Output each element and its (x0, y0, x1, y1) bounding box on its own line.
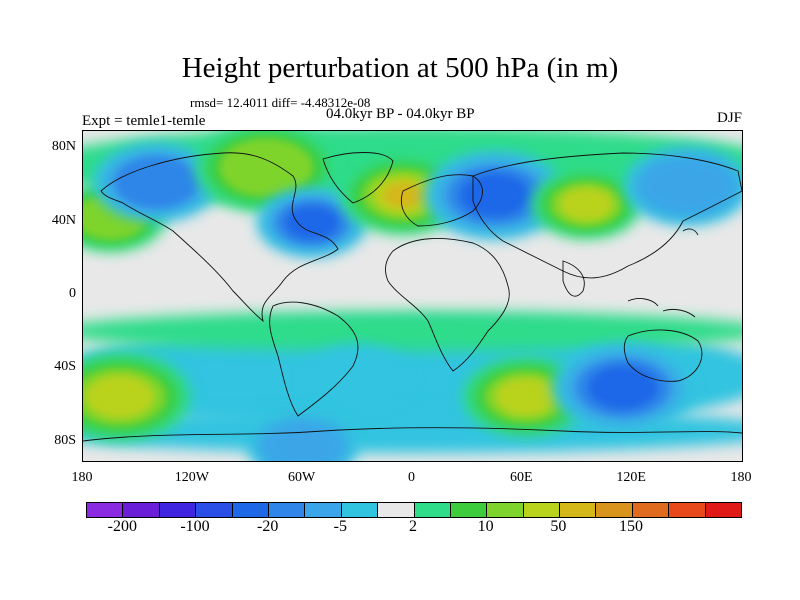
colorbar-segment (632, 503, 670, 517)
colorbar-segment (450, 503, 488, 517)
colorbar-label: -20 (256, 518, 279, 535)
height-field (83, 131, 742, 461)
lat-tick-label: 80S (54, 432, 76, 448)
colorbar-segment (523, 503, 561, 517)
colorbar (86, 502, 742, 518)
southern-indian-positive-level-3 (495, 377, 557, 416)
north-atlantic-negative-level-3 (284, 205, 339, 240)
colorbar-segment (87, 503, 124, 517)
north-america-negative-level-2 (114, 156, 198, 209)
colorbar-segment (705, 503, 742, 517)
europe-positive-level-4 (383, 182, 424, 208)
lat-tick-label: 40N (51, 212, 76, 228)
coast-asia (472, 152, 742, 279)
greenland-canada-positive-level-2 (219, 138, 313, 197)
coastlines (83, 152, 742, 442)
lon-tick-label: 120E (616, 470, 646, 485)
colorbar-label: 10 (477, 518, 494, 535)
coast-india (562, 260, 585, 297)
colorbar-label: 150 (619, 518, 643, 535)
chart-title: Height perturbation at 500 hPa (in m) (181, 52, 619, 84)
lon-tick-label: 60E (510, 470, 533, 485)
coast-africa (385, 238, 510, 372)
colorbar-segment (378, 503, 415, 517)
lat-tick-label: 0 (69, 286, 76, 301)
colorbar-label: 50 (550, 518, 567, 535)
lon-tick-label: 0 (408, 470, 415, 485)
coast-greenland (322, 152, 394, 204)
colorbar-label: 2 (409, 518, 417, 535)
coast-islands (627, 228, 699, 318)
lon-tick-label: 60W (288, 470, 316, 485)
coast-north-america (100, 152, 339, 323)
colorbar-segment (596, 503, 633, 517)
colorbar-segment (196, 503, 233, 517)
colorbar-segment (414, 503, 451, 517)
colorbar-segment (341, 503, 379, 517)
coast-europe (400, 174, 483, 227)
lon-tick-label: 180 (71, 470, 93, 485)
colorbar-label: -5 (333, 518, 347, 535)
siberia-negative-level-3 (460, 173, 530, 217)
nw-pacific-negative-level-1 (634, 153, 740, 219)
colorbar-segment (487, 503, 524, 517)
colorbar-segment (268, 503, 306, 517)
colorbar-segment (669, 503, 706, 517)
season-label: DJF (716, 110, 742, 126)
asia-positive-level-3 (559, 187, 614, 222)
colorbar-segment (305, 503, 342, 517)
coast-south-america (269, 301, 359, 417)
colorbar-segment (560, 503, 597, 517)
antarctic-negative-level-1 (257, 418, 349, 461)
lon-tick-label: 120W (174, 470, 209, 485)
south-atlantic-negative-level-0 (302, 344, 413, 413)
period-label: 04.0kyr BP - 04.0kyr BP (326, 106, 475, 122)
lat-tick-label: 40S (54, 359, 76, 375)
colorbar-segment (232, 503, 269, 517)
coast-antarctica (83, 427, 742, 442)
band-south-green (83, 311, 742, 351)
lon-tick-label: 180 (730, 470, 752, 485)
colorbar-label: -200 (107, 518, 137, 535)
lat-tick-label: 80N (51, 139, 76, 155)
experiment-label: Expt = temle1-temle (82, 113, 206, 129)
map-panel (82, 130, 743, 462)
south-pacific-positive-level-3 (84, 375, 155, 419)
coast-australia (623, 329, 703, 382)
australia-south-negative-level-3 (588, 366, 658, 410)
colorbar-segment (159, 503, 197, 517)
map-plot (83, 131, 742, 461)
rmsd-stats: rmsd= 12.4011 diff= -4.48312e-08 (190, 95, 371, 110)
colorbar-label: -100 (180, 518, 210, 535)
colorbar-segment (123, 503, 160, 517)
